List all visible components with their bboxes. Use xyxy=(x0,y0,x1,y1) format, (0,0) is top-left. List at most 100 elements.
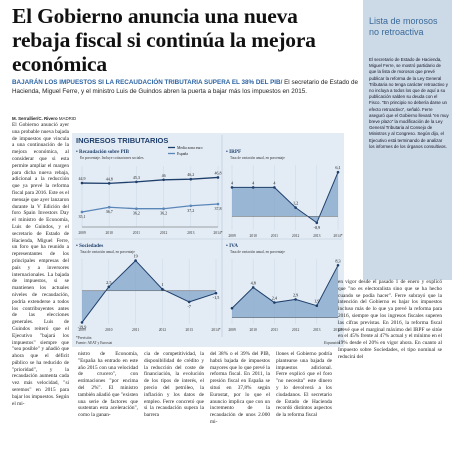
chart2-data-point xyxy=(273,186,276,189)
chart4-data-point xyxy=(273,301,276,304)
chart3-data-label: 1 xyxy=(161,282,163,287)
byline-place: MADRID xyxy=(58,116,77,121)
article-column-6: en vigor desde el pasado 1 de enero y ex… xyxy=(338,279,442,360)
subhead-rest: El secretario de Estado de Hacienda, Mig… xyxy=(12,79,358,95)
chart3-data-point xyxy=(187,300,191,304)
chart3-data-label: 19 xyxy=(134,254,138,259)
chart2-area xyxy=(232,172,338,223)
chart3-data-label: -19,9 xyxy=(78,324,87,330)
chart1-series-line xyxy=(81,176,219,184)
chart3-series-line xyxy=(81,259,217,323)
chart2-x-tick: 2011 xyxy=(271,234,278,238)
sidebar-title: Lista de morosos no retroactiva xyxy=(369,16,438,37)
chart1-data-label: 44,9 xyxy=(79,176,86,182)
chart4-data-label: 8,3 xyxy=(335,258,340,264)
chart1-data-point xyxy=(216,202,220,206)
chart4-x-tick: 2014* xyxy=(333,328,342,332)
chart3-data-point xyxy=(161,287,164,291)
chart2-x-tick: 2012 xyxy=(292,234,300,238)
chart1-data-label: 37,8 xyxy=(215,206,222,212)
infographic-svg: INGRESOS TRIBUTARIOS • Recaudación sobre … xyxy=(74,135,343,345)
chart4-data-label: 1,9 xyxy=(314,299,319,305)
chart1-title: • Recaudación sobre PIB xyxy=(76,150,130,155)
chart2-data-point xyxy=(251,186,255,189)
article-column-5: llones el Gobierno podría plantearse una… xyxy=(276,351,332,419)
chart1-x-tick: 2009 xyxy=(78,231,86,235)
subheadline: BAJARÁN LOS IMPUESTOS SI LA RECAUDACIÓN … xyxy=(12,78,358,96)
chart2-data-point xyxy=(336,170,340,174)
chart1-x-tick: 2010 xyxy=(106,231,114,235)
chart4-data-point xyxy=(230,306,234,310)
chart1-data-point xyxy=(189,177,193,181)
chart4-subtitle: Tasa de variación anual, en porcentaje xyxy=(230,250,285,255)
chart3-x-tick: 2013 xyxy=(186,328,194,332)
chart2-data-label: 4 xyxy=(252,180,255,185)
chart2-x-tick: 2010 xyxy=(250,234,258,238)
chart2-data-label: 4 xyxy=(231,180,234,185)
chart3-x-tick: 2009 xyxy=(78,328,86,332)
chart3-data-label: -7 xyxy=(187,304,191,309)
chart4-x-tick: 2013 xyxy=(313,328,321,332)
headline: El Gobierno anuncia una nueva rebaja fis… xyxy=(12,4,316,76)
chart3-title: • Sociedades xyxy=(76,243,103,249)
chart1-data-label: 44,8 xyxy=(106,176,113,182)
chart1-data-point xyxy=(162,207,165,211)
chart1-data-label: 36,7 xyxy=(106,209,113,215)
chart4-data-point xyxy=(336,264,340,267)
infographic-footnote: *Previsión xyxy=(76,336,92,340)
chart1-data-label: 46,8 xyxy=(215,170,222,176)
subhead-lead: BAJARÁN LOS IMPUESTOS SI LA RECAUDACIÓN … xyxy=(12,79,283,86)
chart4-x-tick: 2009 xyxy=(228,328,236,332)
infographic-credit: Expansión xyxy=(323,341,340,345)
chart1-x-tick: 2012 xyxy=(160,231,168,235)
chart3-data-point xyxy=(107,285,111,289)
chart2-x-tick: 2009 xyxy=(228,234,236,238)
infographic-title: INGRESOS TRIBUTARIOS xyxy=(76,136,168,145)
chart4-data-point xyxy=(251,286,255,289)
chart4-x-tick: 2012 xyxy=(292,328,300,332)
chart1-data-point xyxy=(107,205,111,209)
chart4-x-tick: 2011 xyxy=(271,328,278,332)
chart4-data-label: 4,8 xyxy=(251,280,256,286)
article-column-3: cia de competitividad, la disponibilidad… xyxy=(144,351,204,419)
chart1-data-point xyxy=(216,176,220,179)
chart2-data-point xyxy=(230,186,234,189)
chart2-series-line xyxy=(232,172,339,224)
chart1-data-label: 36,2 xyxy=(160,211,167,217)
chart3-x-tick: 2014* xyxy=(211,328,220,332)
chart1-data-label: 35,1 xyxy=(79,214,86,220)
article-column-4: del 38% o el 39% del PIB, habrá bajada d… xyxy=(210,351,270,425)
article-column-1: El Gobierno anunció ayer una probable nu… xyxy=(12,122,69,407)
chart1-data-label: 37,2 xyxy=(187,208,194,214)
chart1-data-point xyxy=(107,182,111,185)
chart1-x-tick: 2011 xyxy=(133,231,140,235)
chart3-subtitle: Tasa de variación anual, en porcentaje xyxy=(80,250,135,255)
chart3-data-point xyxy=(214,291,218,295)
chart2-data-point xyxy=(315,221,319,225)
chart3-area xyxy=(82,260,216,323)
chart2-title: • IRPF xyxy=(226,149,241,155)
chart1-x-tick: 2014* xyxy=(213,231,222,235)
chart2-data-label: -0,9 xyxy=(313,225,320,231)
chart1-data-point xyxy=(189,204,193,208)
chart4-series-line xyxy=(231,265,339,309)
chart2-subtitle: Tasa de variación anual, en porcentaje xyxy=(230,156,285,161)
chart1-legend-label: Media zona euro xyxy=(177,146,203,150)
article-column-2: nistro de Economía, "España ha entrado e… xyxy=(78,351,138,419)
chart3-data-point xyxy=(80,321,84,324)
chart1-data-point xyxy=(162,178,165,182)
chart2-data-label: 1,2 xyxy=(293,201,298,207)
chart2-data-label: 6,1 xyxy=(335,165,340,171)
chart1-data-point xyxy=(135,207,138,211)
sidebar-panel xyxy=(363,0,452,280)
chart4-data-label: 2,9 xyxy=(293,292,298,298)
sidebar-body: El secretario de Estado de Hacienda, Mig… xyxy=(369,57,449,149)
chart3-x-tick: 2012 xyxy=(159,328,167,332)
chart1-data-label: 46 xyxy=(162,173,166,178)
chart4-title: • IVA xyxy=(226,243,238,249)
chart2-data-label: 4 xyxy=(273,180,276,185)
chart3-x-tick: 2011 xyxy=(132,328,139,332)
chart1-series-line xyxy=(81,203,219,213)
chart2-x-tick: 2014* xyxy=(333,234,342,238)
chart3-data-label: -1,5 xyxy=(213,295,220,301)
